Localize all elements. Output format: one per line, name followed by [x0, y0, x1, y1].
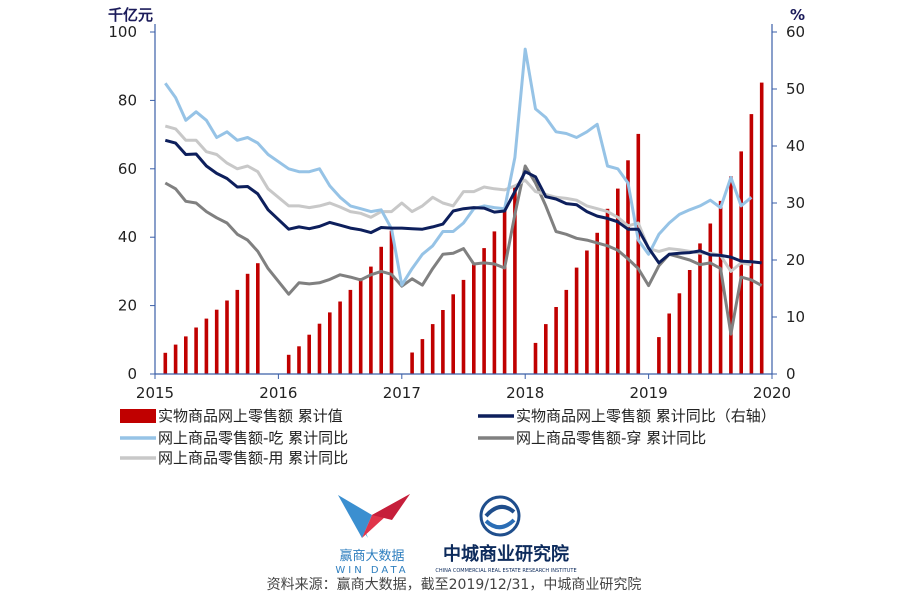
bar — [657, 337, 661, 374]
bar — [245, 273, 250, 374]
bar — [595, 232, 599, 374]
source-note: 资料来源：赢商大数据，截至2019/12/31，中城商业研究院 — [266, 577, 642, 593]
series-line — [164, 138, 762, 265]
bar — [759, 82, 764, 374]
bar — [235, 289, 240, 374]
bar — [749, 114, 754, 374]
bar — [605, 208, 610, 374]
bar — [482, 248, 486, 374]
bar — [513, 186, 517, 374]
bar — [626, 160, 630, 375]
bar — [492, 231, 497, 374]
left-tick-label: 100 — [108, 23, 137, 41]
bar — [358, 278, 363, 374]
legend-label: 实物商品网上零售额 累计同比（右轴） — [516, 407, 776, 425]
x-tick-label: 2018 — [506, 384, 544, 402]
bar — [636, 133, 641, 374]
bar — [410, 352, 414, 374]
bar — [163, 352, 168, 374]
bar — [317, 323, 322, 374]
x-tick-label: 2020 — [753, 384, 791, 402]
bar — [214, 309, 219, 374]
left-axis-unit: 千亿元 — [108, 6, 153, 24]
bar-series — [163, 82, 764, 375]
bar — [194, 327, 198, 374]
right-tick-label: 0 — [786, 365, 796, 383]
bar — [420, 339, 425, 374]
bar — [389, 230, 394, 374]
bar — [585, 250, 589, 374]
left-tick-label: 40 — [118, 228, 137, 246]
bar — [544, 324, 548, 374]
left-tick-label: 60 — [118, 160, 137, 178]
series-line — [164, 47, 753, 287]
right-tick-label: 40 — [786, 137, 805, 155]
x-tick-label: 2019 — [630, 384, 668, 402]
institute-logo: 中城商业研究院 CHINA COMMERCIAL REAL ESTATE RES… — [435, 495, 577, 574]
bar — [225, 300, 229, 374]
bar — [286, 354, 291, 374]
right-tick-label: 10 — [786, 308, 805, 326]
right-axis-unit: % — [790, 6, 805, 24]
legend-label: 网上商品零售额-穿 累计同比 — [516, 429, 706, 447]
bar — [328, 312, 332, 374]
institute-en: CHINA COMMERCIAL REAL ESTATE RESEARCH IN… — [435, 568, 576, 574]
bar — [687, 270, 692, 374]
win-data-logo: 赢商大数据 WIN DATA — [335, 494, 410, 576]
right-tick-label: 20 — [786, 251, 805, 269]
legend-label: 实物商品网上零售额 累计值 — [158, 407, 343, 425]
bar — [204, 318, 209, 374]
bar — [338, 301, 342, 374]
x-tick-label: 2015 — [136, 384, 174, 402]
bar — [430, 324, 435, 374]
bar — [533, 342, 538, 374]
series-line — [164, 124, 752, 273]
bar — [667, 313, 671, 374]
bar — [677, 293, 682, 374]
bar — [451, 294, 455, 374]
bar — [729, 176, 733, 374]
bar — [307, 334, 311, 374]
bar — [502, 208, 507, 374]
bar — [698, 243, 702, 374]
legend: 实物商品网上零售额 累计值 实物商品网上零售额 累计同比（右轴） 网上商品零售额-吃… — [120, 407, 776, 467]
x-tick-label: 2016 — [259, 384, 297, 402]
bar — [441, 310, 445, 374]
bar — [708, 223, 713, 374]
bar — [574, 267, 579, 374]
x-tick-label: 2017 — [383, 384, 421, 402]
institute-name: 中城商业研究院 — [443, 543, 569, 564]
right-tick-label: 60 — [786, 23, 805, 41]
win-data-name: 赢商大数据 — [339, 548, 404, 564]
bar — [554, 307, 558, 374]
bar — [472, 264, 476, 374]
legend-label: 网上商品零售额-吃 累计同比 — [158, 429, 348, 447]
bar — [348, 289, 353, 374]
bar — [616, 188, 620, 374]
bar — [461, 279, 466, 374]
bar — [184, 336, 188, 374]
bar — [379, 246, 383, 374]
left-tick-label: 20 — [118, 297, 137, 315]
axes: 0 20 40 60 80 100 0 10 20 30 40 50 60 2015 2016 2017 201… — [108, 23, 805, 402]
left-tick-label: 0 — [127, 365, 137, 383]
left-tick-label: 80 — [118, 91, 137, 109]
bar — [297, 346, 301, 374]
win-data-en: WIN DATA — [335, 565, 408, 576]
bar — [173, 344, 178, 374]
bar — [369, 266, 373, 374]
right-tick-label: 50 — [786, 80, 805, 98]
line-series-group — [164, 47, 763, 336]
legend-swatch — [120, 409, 156, 423]
bar — [256, 263, 260, 374]
legend-label: 网上商品零售额-用 累计同比 — [158, 449, 348, 467]
bar — [718, 200, 723, 374]
right-tick-label: 30 — [786, 194, 805, 212]
bar — [564, 289, 569, 374]
